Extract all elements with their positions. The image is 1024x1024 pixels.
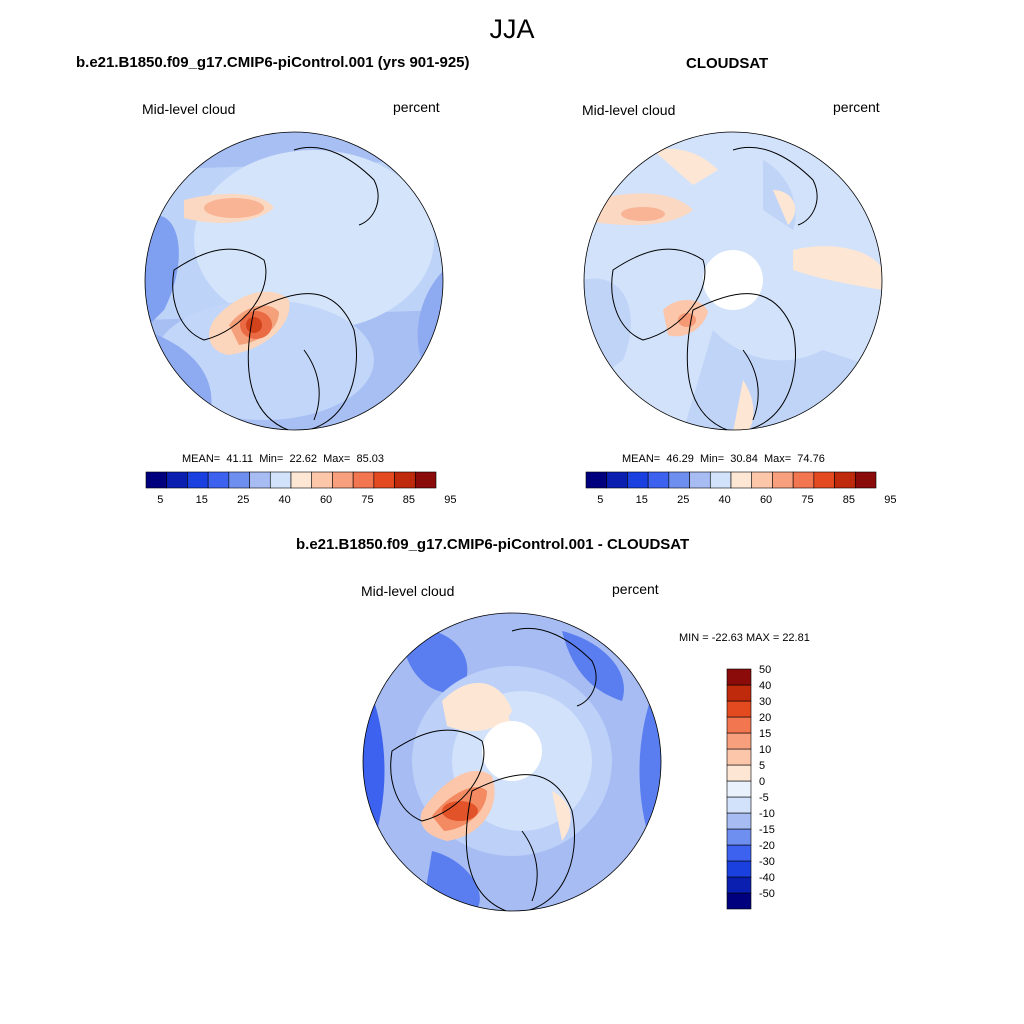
obs-colorbar-tick-label: 85: [843, 494, 855, 506]
diff-colorbar-tick-label: -15: [759, 824, 775, 836]
diff-colorbar-tick-label: -20: [759, 840, 775, 852]
model-colorbar-tick-label: 40: [279, 494, 291, 506]
obs-colorbar-swatch: [854, 471, 877, 489]
diff-colorbar-tick-label: 5: [759, 760, 765, 772]
diff-colorbar-swatch: [726, 748, 752, 766]
model-colorbar-swatch: [269, 471, 292, 489]
diff-colorbar-tick-label: -30: [759, 856, 775, 868]
obs-colorbar-swatch: [813, 471, 835, 489]
diff-colorbar-tick-label: 15: [759, 728, 771, 740]
panel-model-title: b.e21.B1850.f09_g17.CMIP6-piControl.001 …: [76, 54, 470, 71]
diff-colorbar-swatch: [726, 700, 752, 718]
model-colorbar-swatch: [249, 471, 271, 489]
panel-obs-polar-map: [583, 131, 883, 431]
panel-diff-polar-map: [362, 612, 662, 912]
model-colorbar-swatch: [332, 471, 354, 489]
panel-diff-minmax: MIN = -22.63 MAX = 22.81: [679, 632, 810, 644]
diff-colorbar-swatch: [726, 844, 752, 862]
diff-colorbar-tick-label: -50: [759, 888, 775, 900]
obs-colorbar-tick-label: 60: [760, 494, 772, 506]
model-colorbar-swatch: [414, 471, 437, 489]
diff-colorbar-tick-label: 50: [759, 664, 771, 676]
diff-colorbar-swatch: [726, 796, 752, 814]
panel-obs-units: percent: [833, 99, 880, 115]
model-colorbar-swatch: [352, 471, 375, 489]
diff-colorbar-tick-label: -40: [759, 872, 775, 884]
model-colorbar-tick-label: 15: [196, 494, 208, 506]
figure-title: JJA: [489, 14, 535, 44]
panel-model-variable: Mid-level cloud: [142, 101, 236, 117]
obs-colorbar-tick-label: 40: [719, 494, 731, 506]
model-colorbar-swatch: [187, 471, 209, 489]
model-colorbar-swatch: [145, 471, 168, 489]
model-colorbar-tick-label: 5: [157, 494, 163, 506]
diff-colorbar-tick-label: -5: [759, 792, 769, 804]
panel-diff-title: b.e21.B1850.f09_g17.CMIP6-piControl.001 …: [296, 536, 690, 553]
diff-colorbar-swatch: [726, 812, 752, 830]
obs-colorbar-swatch: [585, 471, 608, 489]
panel-diff-units: percent: [612, 581, 659, 597]
panel-model-stats: MEAN= 41.11 Min= 22.62 Max= 85.03: [182, 453, 384, 465]
panel-model-units: percent: [393, 99, 440, 115]
model-colorbar-tick-label: 85: [403, 494, 415, 506]
obs-colorbar-swatch: [627, 471, 649, 489]
panel-diff-variable: Mid-level cloud: [361, 583, 455, 599]
diff-colorbar-tick-label: -10: [759, 808, 775, 820]
diff-colorbar-swatch: [726, 860, 752, 878]
model-colorbar-swatch: [290, 471, 313, 489]
diff-colorbar-tick-label: 10: [759, 744, 771, 756]
model-colorbar-tick-label: 95: [444, 494, 456, 506]
obs-colorbar-swatch: [668, 471, 690, 489]
obs-colorbar-swatch: [792, 471, 815, 489]
diff-colorbar-swatch: [726, 668, 752, 686]
obs-colorbar-tick-label: 15: [636, 494, 648, 506]
obs-colorbar-swatch: [709, 471, 732, 489]
diff-colorbar-tick-label: 30: [759, 696, 771, 708]
panel-model-colorbar: 5 15 25 40 60 75 85 95: [145, 471, 456, 506]
obs-colorbar-swatch: [834, 471, 856, 489]
diff-colorbar-swatch: [726, 732, 752, 750]
obs-colorbar-tick-label: 75: [801, 494, 813, 506]
panel-obs-stats: MEAN= 46.29 Min= 30.84 Max= 74.76: [622, 453, 825, 465]
model-colorbar-swatch: [228, 471, 250, 489]
obs-colorbar-swatch: [689, 471, 711, 489]
panel-obs-variable: Mid-level cloud: [582, 102, 676, 118]
diff-colorbar-tick-label: 40: [759, 680, 771, 692]
panel-model-polar-map: [144, 131, 444, 431]
obs-colorbar-swatch: [647, 471, 670, 489]
model-colorbar-swatch: [166, 471, 188, 489]
model-colorbar-swatch: [373, 471, 395, 489]
model-colorbar-swatch: [207, 471, 230, 489]
diff-colorbar-swatch: [726, 780, 752, 798]
obs-colorbar-tick-label: 25: [677, 494, 689, 506]
diff-colorbar-swatch: [726, 828, 752, 846]
diff-colorbar-tick-label: 0: [759, 776, 765, 788]
obs-colorbar-swatch: [772, 471, 794, 489]
panel-obs-title: CLOUDSAT: [686, 55, 769, 72]
obs-colorbar-tick-label: 5: [597, 494, 603, 506]
model-colorbar-tick-label: 25: [237, 494, 249, 506]
diff-colorbar-swatch: [726, 684, 752, 702]
obs-colorbar-tick-label: 95: [884, 494, 896, 506]
diff-colorbar-swatch: [726, 892, 752, 910]
obs-colorbar-swatch: [751, 471, 773, 489]
model-colorbar-swatch: [394, 471, 416, 489]
diff-colorbar-swatch: [726, 716, 752, 734]
obs-colorbar-swatch: [730, 471, 753, 489]
obs-colorbar-swatch: [606, 471, 628, 489]
model-colorbar-tick-label: 60: [320, 494, 332, 506]
diff-colorbar-swatch: [726, 876, 752, 894]
diff-colorbar-tick-label: 20: [759, 712, 771, 724]
panel-obs-colorbar: 5 15 25 40 60 75 85 95: [585, 471, 896, 506]
diff-colorbar-swatch: [726, 764, 752, 782]
model-colorbar-tick-label: 75: [361, 494, 373, 506]
model-colorbar-swatch: [311, 471, 333, 489]
